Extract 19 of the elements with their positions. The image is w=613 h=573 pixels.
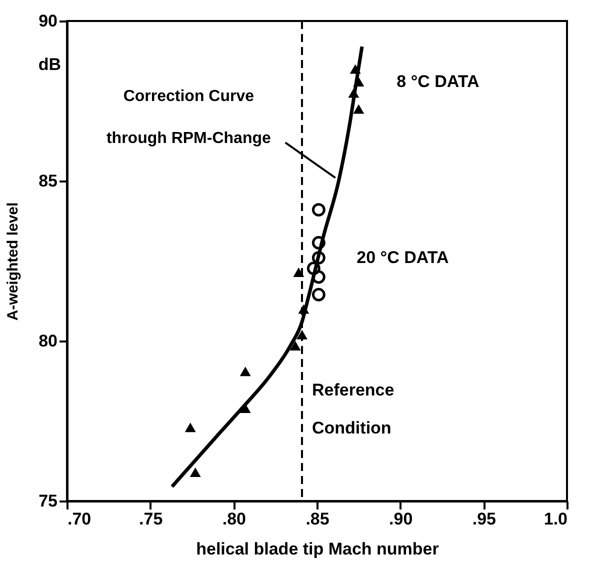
x-tick-label: 1.0 — [544, 510, 568, 528]
ref-line-label: Reference Condition — [312, 380, 394, 438]
y-axis-title: A-weighted level — [4, 202, 22, 321]
y-tick-label: 85 — [38, 172, 58, 190]
y-tick-label: 90 — [38, 12, 58, 30]
x-tick-label: .75 — [139, 510, 163, 528]
x-tick-label: .85 — [306, 510, 330, 528]
annotation: Correction Curve — [123, 88, 254, 105]
x-tick-label: .70 — [68, 510, 92, 528]
x-tick-label: .80 — [222, 510, 246, 528]
y-tick-label: 75 — [38, 492, 58, 510]
x-axis-title: helical blade tip Mach number — [196, 540, 440, 558]
x-tick-label: .90 — [389, 510, 413, 528]
annotation: 20 °C DATA — [356, 248, 449, 267]
text: dB — [38, 55, 61, 74]
annotation: through RPM-Change — [106, 130, 271, 147]
y-tick-label: 80 — [38, 332, 58, 350]
x-tick-label: .95 — [472, 510, 496, 528]
annotation: 8 °C DATA — [396, 72, 480, 91]
